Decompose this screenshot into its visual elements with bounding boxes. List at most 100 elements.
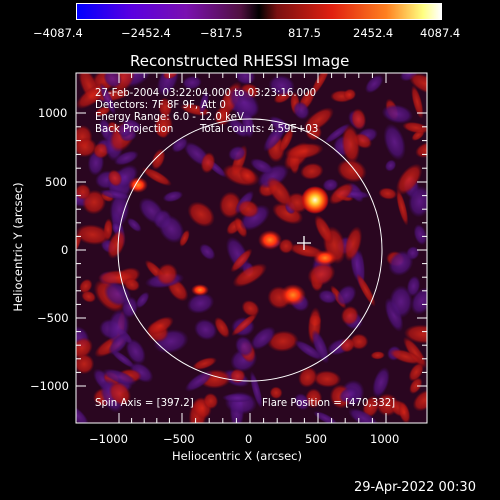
texture-blob [293, 101, 310, 120]
texture-blob [99, 82, 117, 116]
texture-blob [279, 128, 294, 153]
texture-blob [340, 305, 359, 326]
texture-blob [79, 278, 93, 294]
texture-blob [203, 392, 219, 410]
texture-blob [372, 366, 390, 398]
texture-blob [250, 326, 276, 350]
x-axis-label: Heliocentric X (arcsec) [172, 449, 302, 463]
texture-blob [103, 73, 122, 88]
texture-blob [235, 335, 254, 357]
texture-blob [384, 159, 397, 172]
texture-blob [113, 150, 139, 166]
spin-axis-text: Spin Axis = [397.2] [95, 398, 194, 409]
texture-blob [311, 329, 330, 364]
texture-blob [413, 224, 427, 246]
colorbar-tick-label: −4087.4 [33, 26, 83, 40]
texture-blob [184, 370, 213, 392]
y-tick-label: 500 [45, 175, 67, 189]
texture-blob [230, 248, 253, 273]
detectors-text: Detectors: 7F 8F 9F, Att 0 [95, 100, 226, 111]
texture-blob [103, 281, 132, 307]
timestamp: 29-Apr-2022 00:30 [354, 480, 476, 495]
texture-blob [344, 226, 363, 262]
texture-blob [313, 370, 342, 388]
y-tick-label: 1000 [38, 106, 68, 120]
texture-blob [395, 163, 423, 195]
texture-blob [356, 273, 376, 307]
x-tick-label: 1000 [370, 432, 400, 446]
texture-blob [228, 117, 249, 138]
texture-blob [228, 145, 247, 162]
texture-blob [127, 217, 142, 233]
texture-blob [328, 182, 354, 205]
texture-blob [154, 112, 173, 138]
colorbar-tick-label: 817.5 [288, 26, 321, 40]
texture-blob [249, 370, 263, 409]
time-range-text: 27-Feb-2004 03:22:04.000 to 03:23:16.000 [95, 88, 317, 99]
y-tick-label: −500 [37, 311, 69, 325]
texture-blob [158, 214, 185, 244]
texture-blob [76, 137, 97, 158]
texture-blob [389, 285, 413, 319]
texture-blob [364, 74, 384, 94]
texture-blob [171, 137, 188, 153]
y-tick-label: −1000 [30, 379, 69, 393]
texture-blob [141, 167, 172, 187]
texture-blob [99, 189, 132, 201]
texture-blob [239, 167, 257, 184]
texture-blob [338, 386, 359, 403]
texture-blob [107, 169, 123, 187]
colorbar-tick-label: 4087.4 [420, 26, 461, 40]
total-counts-text: Total counts: 4.59E+03 [200, 124, 319, 135]
texture-blob [241, 300, 260, 317]
texture-blob [268, 116, 292, 134]
y-tick-label: 0 [61, 243, 69, 257]
texture-blob [410, 287, 427, 315]
colorbar-tick-label: 2452.4 [353, 26, 394, 40]
texture-blob [227, 86, 260, 118]
texture-blob [135, 291, 150, 309]
bright-source [258, 230, 282, 250]
texture-blob [179, 229, 190, 247]
texture-blob [266, 176, 293, 208]
colorbar-tick-label: −2452.4 [121, 26, 171, 40]
x-tick-label: 500 [305, 432, 327, 446]
y-axis-label: Heliocentric Y (arcsec) [11, 182, 25, 312]
texture-blob [102, 368, 137, 386]
texture-blob [231, 312, 258, 337]
texture-blob [182, 75, 202, 90]
texture-blob [278, 238, 294, 254]
texture-blob [109, 192, 130, 228]
texture-blob [348, 408, 380, 423]
texture-blob [156, 263, 178, 286]
texture-blob [415, 141, 427, 159]
x-tick-label: −500 [163, 432, 195, 446]
flare-crosshair [297, 236, 311, 250]
texture-blob [107, 229, 126, 259]
texture-blob [403, 324, 427, 344]
texture-blob [76, 404, 89, 423]
texture-blob [314, 215, 334, 245]
texture-blob [300, 162, 324, 180]
texture-blob [194, 318, 218, 341]
texture-blob [370, 351, 386, 360]
texture-blob [269, 386, 283, 400]
colorbar [76, 3, 442, 20]
texture-blob [186, 292, 215, 314]
texture-blob [294, 393, 310, 411]
x-tick-label: 0 [245, 432, 253, 446]
texture-blob [324, 123, 351, 144]
texture-blob [298, 367, 318, 388]
texture-blob [108, 381, 132, 406]
texture-blob [398, 401, 411, 423]
texture-blob [222, 393, 253, 403]
texture-blob [237, 199, 260, 219]
texture-blob [322, 178, 339, 192]
solar-limb [117, 118, 383, 382]
texture-blob [294, 340, 324, 361]
texture-blob [162, 190, 184, 203]
texture-blob [214, 316, 230, 339]
texture-blob [151, 148, 166, 170]
texture-blob [396, 188, 409, 226]
